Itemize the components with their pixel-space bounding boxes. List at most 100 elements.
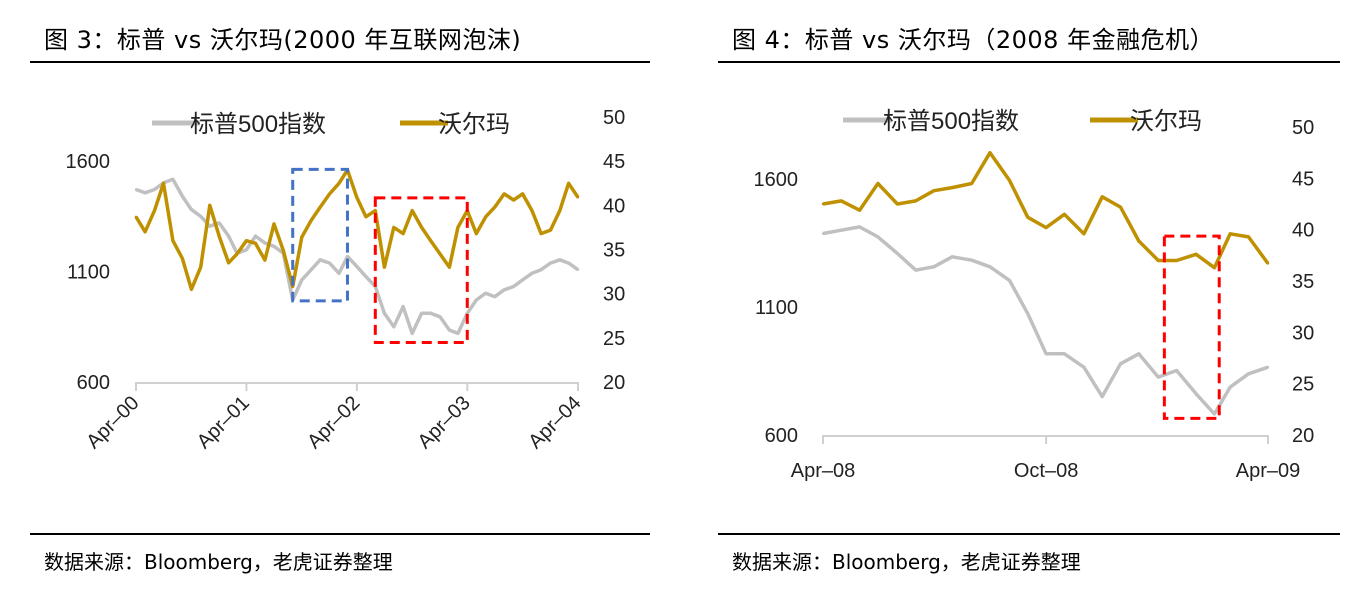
walmart-data-point — [420, 226, 423, 229]
sp500-data-point — [153, 188, 156, 191]
sp500-data-point — [309, 268, 313, 271]
sp500-data-point — [970, 258, 973, 262]
sp500-data-point — [1175, 369, 1178, 372]
sp500-data-point — [1137, 352, 1140, 356]
walmart-data-point — [328, 192, 331, 196]
walmart-data-point — [549, 228, 552, 232]
sp500-data-point — [448, 328, 451, 332]
highlight-box — [291, 167, 349, 303]
sp500-data-point — [512, 285, 515, 288]
walmart-data-point — [245, 239, 248, 242]
walmart-data-point — [1119, 205, 1122, 209]
sp500-data-point — [383, 312, 386, 315]
walmart-data-point — [1082, 232, 1086, 235]
x-tick-label: Apr–09 — [1236, 460, 1301, 482]
walmart-data-point — [1213, 266, 1216, 269]
y-left-tick-label: 600 — [765, 425, 798, 447]
walmart-data-point — [401, 232, 405, 235]
chart-title: 图 3：标普 vs 沃尔玛(2000 年互联网泡沫) — [44, 26, 522, 54]
walmart-data-point — [282, 249, 285, 252]
walmart-data-point — [291, 285, 294, 288]
sp500-data-point — [502, 288, 506, 292]
walmart-data-point — [858, 208, 861, 212]
walmart-data-point — [199, 265, 202, 269]
sp500-data-point — [1026, 312, 1030, 315]
sp500-data-point — [420, 312, 423, 315]
walmart-data-point — [1044, 226, 1048, 229]
y-left-tick-label: 1600 — [66, 151, 111, 173]
legend-label-walmart: 沃尔玛 — [438, 111, 510, 138]
chart-title: 图 4：标普 vs 沃尔玛（2008 年金融危机） — [732, 26, 1215, 54]
walmart-data-point — [208, 204, 212, 207]
sp500-data-point — [392, 325, 395, 328]
chart-svg: Apr–00 Apr–01 Apr–02 Apr–03 Apr–04 600 1100 160… — [66, 107, 626, 453]
x-tick-label: Apr–08 — [791, 460, 856, 482]
walmart-data-point — [309, 219, 313, 222]
legend-label-sp500: 标普500指数 — [883, 108, 1019, 135]
y-right-tick-label: 40 — [1292, 220, 1314, 242]
y-right-tick-label: 50 — [603, 107, 625, 129]
x-tick-label: Apr–04 — [524, 392, 585, 453]
sp500-data-point — [1229, 385, 1232, 389]
sp500-data-point — [1044, 352, 1048, 356]
y-left-tick-label: 1100 — [67, 262, 110, 284]
sp500-data-point — [245, 248, 248, 252]
y-left-tick-label: 1600 — [754, 169, 799, 191]
x-tick-label: Apr–00 — [82, 392, 143, 453]
walmart-data-point — [235, 252, 239, 256]
walmart-data-point — [300, 235, 303, 239]
highlight-box — [373, 196, 469, 344]
sp500-data-point — [1194, 392, 1198, 395]
walmart-data-point — [171, 239, 175, 242]
x-tick-label: Apr–02 — [303, 392, 364, 453]
sp500-data-point — [1157, 375, 1160, 379]
sp500-data-point — [328, 261, 331, 265]
sp500-data-point — [876, 235, 880, 239]
title-divider — [30, 61, 650, 63]
y-right-tick-label: 50 — [1292, 117, 1314, 139]
source-note: 数据来源：Bloomberg，老虎证券整理 — [44, 550, 393, 574]
walmart-data-point — [1026, 216, 1030, 219]
x-tick-label: Oct–08 — [1014, 460, 1078, 482]
walmart-data-point — [1157, 259, 1160, 262]
sp500-series-line — [822, 225, 1269, 416]
walmart-data-point — [319, 205, 322, 209]
sp500-data-point — [411, 332, 414, 335]
walmart-data-point — [1266, 262, 1270, 265]
walmart-data-point — [227, 261, 230, 264]
walmart-data-point — [484, 215, 487, 219]
sp500-data-point — [549, 261, 552, 265]
y-right-tick-label: 35 — [603, 240, 625, 262]
sp500-data-point — [143, 191, 147, 195]
sp500-data-point — [914, 268, 917, 272]
walmart-data-point — [448, 265, 451, 269]
walmart-data-point — [521, 192, 524, 196]
y-right-tick-label: 30 — [1292, 322, 1314, 344]
walmart-data-point — [932, 189, 936, 192]
chart-panel-left: 图 3：标普 vs 沃尔玛(2000 年互联网泡沫) Apr–00 Apr–01 A… — [30, 0, 650, 611]
sp500-data-point — [932, 265, 936, 269]
sp500-data-point — [858, 225, 861, 229]
y-right-tick-label: 45 — [1292, 168, 1314, 190]
sp500-data-point — [484, 291, 487, 295]
walmart-data-point — [181, 257, 184, 260]
walmart-data-point — [512, 198, 515, 202]
y-right-tick-label: 20 — [1292, 425, 1314, 447]
sp500-data-point — [1008, 279, 1011, 282]
sp500-data-point — [337, 272, 341, 275]
sp500-data-point — [1213, 412, 1216, 416]
sp500-data-point — [896, 252, 899, 255]
sp500-data-point — [227, 234, 230, 238]
sp500-data-point — [355, 265, 359, 268]
source-note: 数据来源：Bloomberg，老虎证券整理 — [732, 550, 1081, 574]
sp500-data-point — [576, 268, 580, 271]
walmart-data-point — [1063, 213, 1066, 216]
walmart-data-point — [374, 209, 377, 212]
walmart-data-point — [162, 182, 165, 185]
sp500-data-point — [840, 229, 843, 232]
sp500-data-point — [319, 258, 322, 261]
sp500-data-point — [134, 188, 138, 191]
sp500-data-point — [401, 305, 405, 308]
legend-label-sp500: 标普500指数 — [190, 111, 326, 138]
y-right-tick-label: 25 — [1292, 374, 1314, 396]
